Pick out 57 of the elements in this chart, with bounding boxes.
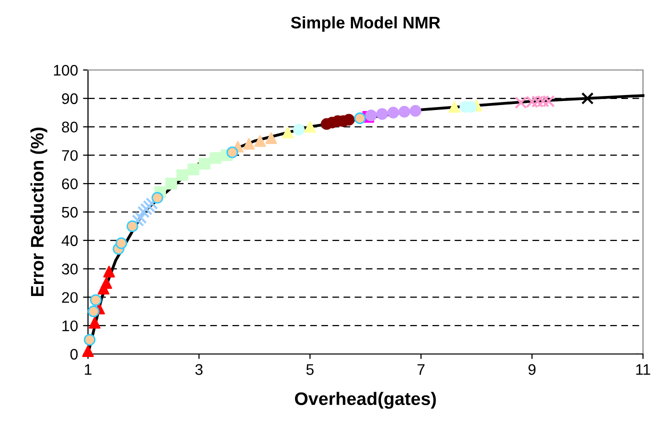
x-axis-title: Overhead(gates) bbox=[295, 392, 436, 409]
point bbox=[243, 138, 255, 150]
x-tick-label: 11 bbox=[636, 364, 650, 375]
point bbox=[142, 200, 156, 213]
y-tick-label: 70 bbox=[62, 150, 78, 161]
y-tick-label: 40 bbox=[62, 235, 78, 246]
point bbox=[210, 152, 222, 164]
y-tick-label: 100 bbox=[54, 64, 78, 76]
point bbox=[82, 345, 94, 358]
x-tick-label: 9 bbox=[528, 364, 536, 375]
point bbox=[84, 334, 96, 346]
point bbox=[88, 306, 100, 318]
y-tick-label: 10 bbox=[62, 320, 78, 332]
y-tick-label: 0 bbox=[70, 348, 78, 360]
point bbox=[581, 92, 594, 105]
point bbox=[365, 110, 377, 122]
point bbox=[265, 132, 277, 144]
y-tick-label: 20 bbox=[62, 292, 78, 303]
chart-title: Simple Model NMR bbox=[290, 16, 440, 32]
point bbox=[146, 197, 158, 210]
point bbox=[132, 214, 144, 227]
y-tick-label: 90 bbox=[62, 93, 78, 104]
y-tick-label: 60 bbox=[62, 178, 78, 190]
point bbox=[354, 112, 366, 124]
point bbox=[198, 158, 210, 170]
point bbox=[343, 114, 355, 126]
point bbox=[100, 277, 112, 289]
point bbox=[448, 101, 460, 113]
point bbox=[126, 220, 138, 232]
point bbox=[103, 266, 115, 278]
x-tick-label: 5 bbox=[306, 364, 314, 375]
y-tick-label: 50 bbox=[62, 206, 78, 218]
point bbox=[282, 126, 294, 138]
point bbox=[304, 120, 316, 133]
point bbox=[90, 294, 102, 306]
point bbox=[176, 169, 188, 181]
point bbox=[115, 237, 128, 250]
point bbox=[376, 108, 388, 120]
y-tick-label: 30 bbox=[62, 264, 78, 274]
point bbox=[134, 211, 147, 224]
y-tick-label: 80 bbox=[62, 122, 78, 132]
point bbox=[152, 192, 164, 204]
point bbox=[293, 124, 305, 136]
point bbox=[165, 178, 178, 190]
x-tick-label: 3 bbox=[195, 364, 203, 375]
point bbox=[88, 316, 101, 329]
point bbox=[188, 164, 200, 176]
point bbox=[410, 105, 422, 117]
point bbox=[398, 106, 410, 118]
y-axis-title: Error Reduction (%) bbox=[30, 128, 48, 296]
point bbox=[140, 202, 152, 216]
point bbox=[387, 106, 400, 118]
point bbox=[137, 206, 150, 218]
x-tick-label: 7 bbox=[418, 364, 424, 375]
point bbox=[254, 135, 266, 147]
point bbox=[226, 146, 238, 158]
x-tick-label: 1 bbox=[84, 364, 92, 375]
